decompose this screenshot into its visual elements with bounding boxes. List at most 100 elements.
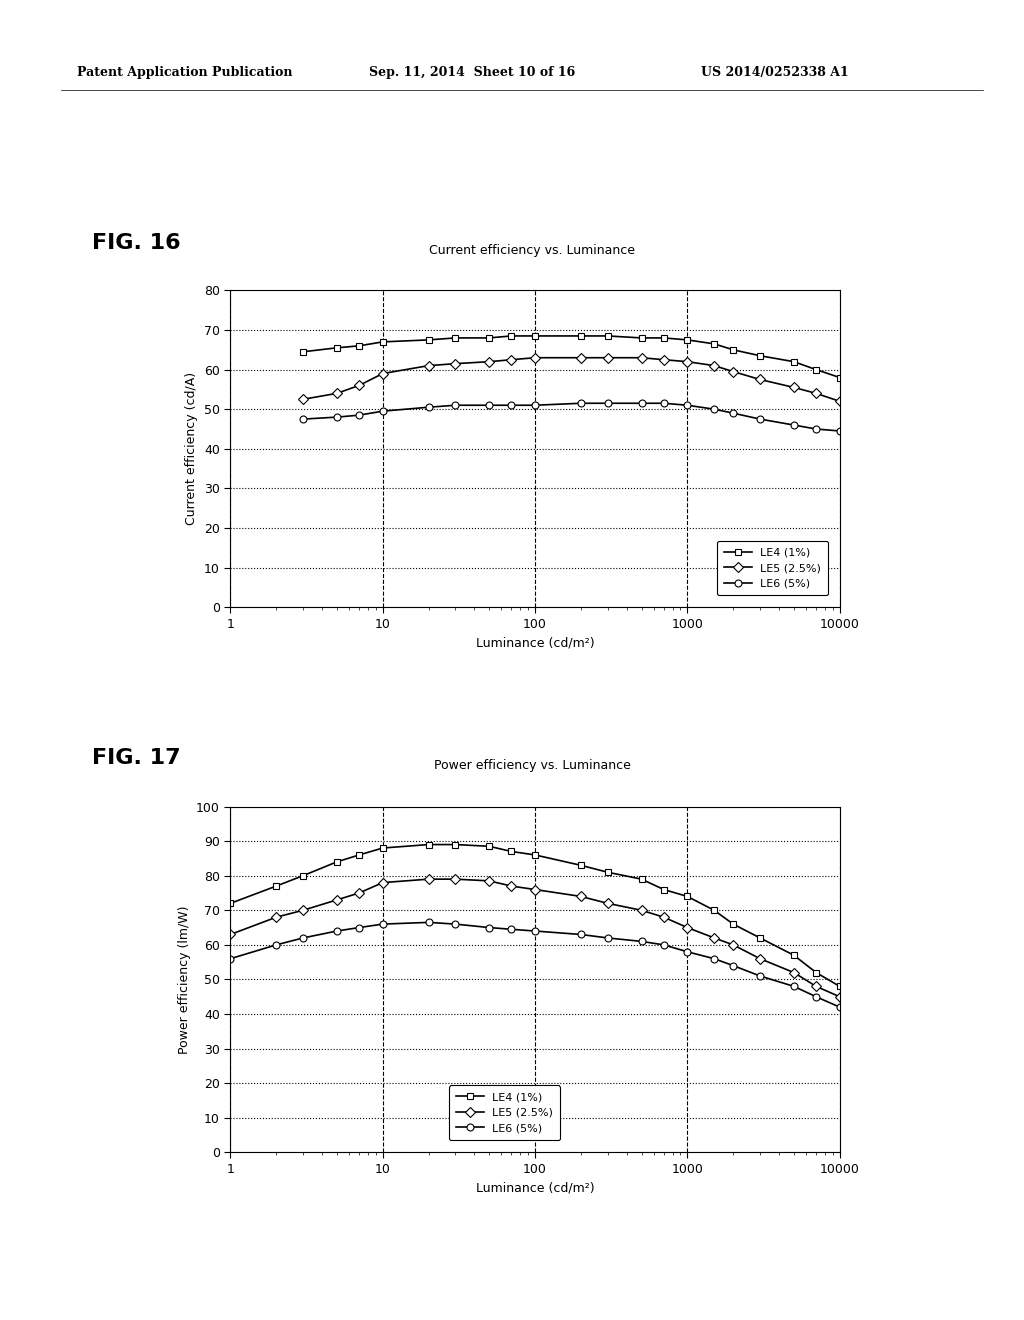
Line: LE5 (2.5%): LE5 (2.5%) bbox=[227, 875, 843, 1001]
LE5 (2.5%) bbox=[297, 391, 309, 407]
LE4 (1%) bbox=[483, 838, 496, 854]
LE4 (1%) bbox=[754, 347, 766, 363]
LE4 (1%) bbox=[635, 871, 647, 887]
LE5 (2.5%) bbox=[270, 909, 283, 925]
LE4 (1%) bbox=[708, 903, 720, 919]
Y-axis label: Current efficiency (cd/A): Current efficiency (cd/A) bbox=[185, 372, 199, 525]
LE6 (5%) bbox=[787, 417, 800, 433]
LE5 (2.5%) bbox=[601, 350, 613, 366]
LE5 (2.5%) bbox=[224, 927, 237, 942]
LE5 (2.5%) bbox=[810, 978, 822, 994]
LE6 (5%) bbox=[297, 931, 309, 946]
LE6 (5%) bbox=[657, 937, 670, 953]
LE6 (5%) bbox=[708, 401, 720, 417]
LE4 (1%) bbox=[708, 335, 720, 351]
LE4 (1%) bbox=[505, 843, 517, 859]
LE6 (5%) bbox=[810, 989, 822, 1005]
LE6 (5%) bbox=[505, 921, 517, 937]
LE6 (5%) bbox=[297, 411, 309, 426]
LE6 (5%) bbox=[657, 395, 670, 411]
LE4 (1%) bbox=[601, 865, 613, 880]
LE6 (5%) bbox=[528, 923, 541, 939]
LE5 (2.5%) bbox=[423, 358, 435, 374]
X-axis label: Luminance (cd/m²): Luminance (cd/m²) bbox=[476, 636, 594, 649]
LE5 (2.5%) bbox=[727, 363, 739, 380]
LE4 (1%) bbox=[483, 330, 496, 346]
Line: LE6 (5%): LE6 (5%) bbox=[227, 919, 843, 1011]
LE5 (2.5%) bbox=[450, 871, 462, 887]
LE5 (2.5%) bbox=[787, 965, 800, 981]
LE4 (1%) bbox=[681, 331, 693, 347]
LE4 (1%) bbox=[450, 837, 462, 853]
LE4 (1%) bbox=[810, 362, 822, 378]
LE6 (5%) bbox=[727, 958, 739, 974]
LE5 (2.5%) bbox=[657, 909, 670, 925]
LE4 (1%) bbox=[754, 931, 766, 946]
LE4 (1%) bbox=[601, 327, 613, 343]
LE6 (5%) bbox=[754, 411, 766, 426]
Line: LE4 (1%): LE4 (1%) bbox=[227, 841, 843, 990]
LE5 (2.5%) bbox=[681, 920, 693, 936]
LE4 (1%) bbox=[787, 354, 800, 370]
LE5 (2.5%) bbox=[635, 903, 647, 919]
LE6 (5%) bbox=[331, 409, 343, 425]
LE6 (5%) bbox=[423, 399, 435, 414]
Legend: LE4 (1%), LE5 (2.5%), LE6 (5%): LE4 (1%), LE5 (2.5%), LE6 (5%) bbox=[717, 541, 828, 595]
LE4 (1%) bbox=[450, 330, 462, 346]
LE6 (5%) bbox=[708, 950, 720, 966]
Text: Current efficiency vs. Luminance: Current efficiency vs. Luminance bbox=[429, 244, 636, 257]
LE4 (1%) bbox=[727, 342, 739, 358]
LE4 (1%) bbox=[657, 330, 670, 346]
LE5 (2.5%) bbox=[377, 875, 389, 891]
LE4 (1%) bbox=[377, 840, 389, 855]
LE4 (1%) bbox=[331, 854, 343, 870]
LE4 (1%) bbox=[423, 331, 435, 347]
LE6 (5%) bbox=[834, 999, 846, 1015]
Line: LE4 (1%): LE4 (1%) bbox=[300, 333, 843, 381]
Line: LE6 (5%): LE6 (5%) bbox=[300, 400, 843, 434]
LE6 (5%) bbox=[505, 397, 517, 413]
LE6 (5%) bbox=[727, 405, 739, 421]
LE5 (2.5%) bbox=[528, 350, 541, 366]
Line: LE5 (2.5%): LE5 (2.5%) bbox=[300, 354, 843, 405]
LE5 (2.5%) bbox=[810, 385, 822, 401]
LE6 (5%) bbox=[423, 915, 435, 931]
LE4 (1%) bbox=[528, 327, 541, 343]
LE6 (5%) bbox=[754, 968, 766, 983]
LE5 (2.5%) bbox=[708, 931, 720, 946]
LE5 (2.5%) bbox=[574, 888, 587, 904]
LE5 (2.5%) bbox=[528, 882, 541, 898]
LE4 (1%) bbox=[574, 327, 587, 343]
LE6 (5%) bbox=[353, 407, 366, 422]
LE6 (5%) bbox=[787, 978, 800, 994]
LE5 (2.5%) bbox=[505, 878, 517, 894]
LE5 (2.5%) bbox=[635, 350, 647, 366]
LE6 (5%) bbox=[601, 931, 613, 946]
LE5 (2.5%) bbox=[754, 950, 766, 966]
LE5 (2.5%) bbox=[657, 351, 670, 367]
LE6 (5%) bbox=[483, 397, 496, 413]
LE5 (2.5%) bbox=[353, 378, 366, 393]
LE4 (1%) bbox=[297, 343, 309, 359]
LE5 (2.5%) bbox=[834, 989, 846, 1005]
LE4 (1%) bbox=[727, 916, 739, 932]
LE6 (5%) bbox=[377, 403, 389, 418]
LE5 (2.5%) bbox=[834, 393, 846, 409]
LE5 (2.5%) bbox=[681, 354, 693, 370]
LE5 (2.5%) bbox=[483, 354, 496, 370]
LE6 (5%) bbox=[528, 397, 541, 413]
LE4 (1%) bbox=[528, 847, 541, 863]
LE4 (1%) bbox=[810, 965, 822, 981]
Legend: LE4 (1%), LE5 (2.5%), LE6 (5%): LE4 (1%), LE5 (2.5%), LE6 (5%) bbox=[450, 1085, 560, 1140]
LE4 (1%) bbox=[635, 330, 647, 346]
LE6 (5%) bbox=[353, 920, 366, 936]
LE4 (1%) bbox=[834, 978, 846, 994]
LE6 (5%) bbox=[574, 927, 587, 942]
LE6 (5%) bbox=[377, 916, 389, 932]
LE5 (2.5%) bbox=[505, 351, 517, 367]
LE5 (2.5%) bbox=[331, 892, 343, 908]
LE5 (2.5%) bbox=[450, 355, 462, 371]
LE6 (5%) bbox=[270, 937, 283, 953]
LE6 (5%) bbox=[483, 920, 496, 936]
LE5 (2.5%) bbox=[754, 371, 766, 387]
